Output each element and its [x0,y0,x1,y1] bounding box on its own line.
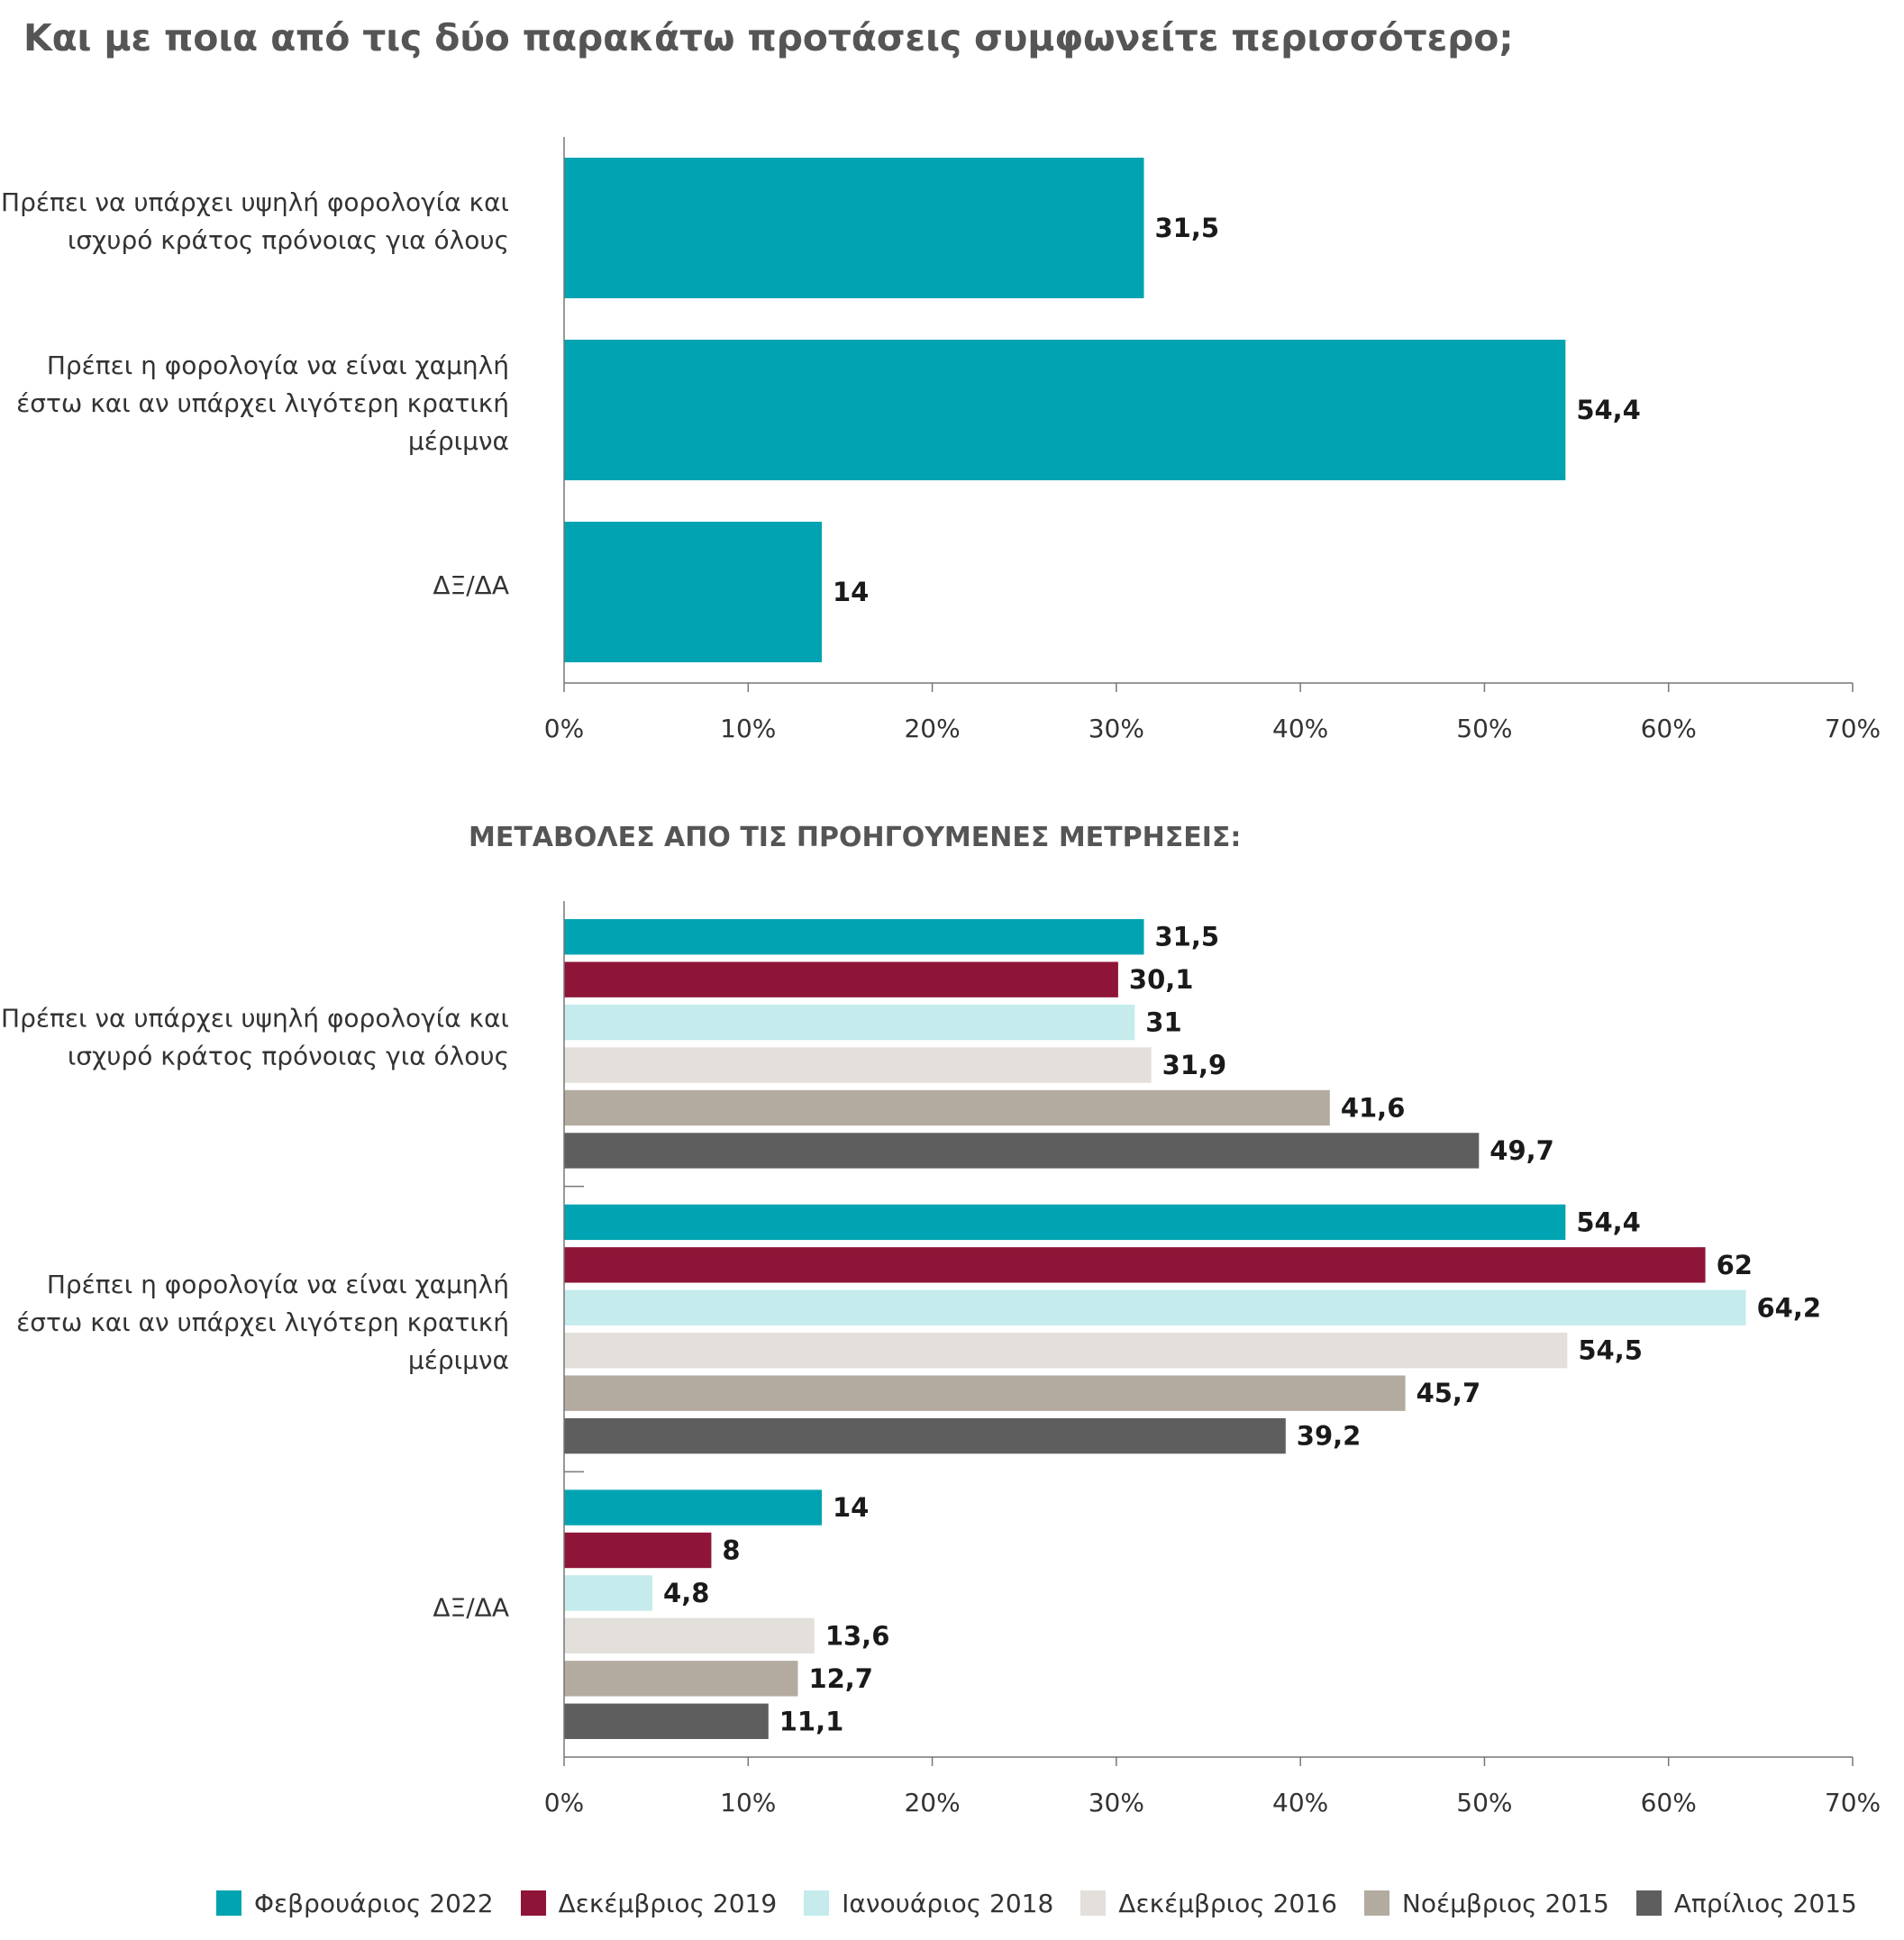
x-tick-label: 30% [1089,714,1144,743]
category-label: Πρέπει η φορολογία να είναι χαμηλή [47,1270,509,1299]
bar [564,1004,1135,1041]
legend-label: Ιανουάριος 2018 [842,1888,1054,1918]
legend-label: Δεκέμβριος 2019 [558,1888,778,1918]
data-label: 31,5 [1155,213,1220,243]
category-label: έστω και αν υπάρχει λιγότερη κρατική [16,388,509,418]
data-label: 11,1 [779,1706,844,1736]
bar [564,1703,769,1739]
data-label: 39,2 [1297,1421,1362,1452]
category-label: έστω και αν υπάρχει λιγότερη κρατική [16,1307,509,1337]
category-label: μέριμνα [408,426,509,456]
bar [564,961,1118,997]
bar [564,1489,822,1526]
data-label: 12,7 [808,1663,873,1694]
category-label: ισχυρό κράτος πρόνοιας για όλους [68,1041,509,1070]
legend-item: Νοέμβριος 2015 [1363,1888,1609,1918]
category-label: μέριμνα [408,1345,509,1375]
bar [564,1575,653,1611]
bar [564,1089,1330,1126]
category-label: Πρέπει η φορολογία να είναι χαμηλή [47,351,509,380]
data-label: 54,4 [1576,395,1641,425]
data-label: 14 [833,1492,869,1523]
bar [564,1333,1568,1369]
legend-swatch [1635,1890,1662,1916]
bar [564,919,1144,955]
legend-item: Ιανουάριος 2018 [804,1889,1053,1918]
data-label: 45,7 [1417,1378,1481,1408]
x-tick-label: 40% [1272,1788,1328,1817]
category-label: ΔΞ/ΔΑ [433,1593,509,1623]
legend-item: Απρίλιος 2015 [1635,1888,1857,1918]
legend-label: Φεβρουάριος 2022 [254,1888,494,1918]
data-label: 13,6 [825,1620,890,1651]
x-tick-label: 50% [1456,1788,1512,1817]
category-label: Πρέπει να υπάρχει υψηλή φορολογία και [1,187,509,217]
x-tick-label: 0% [544,714,584,743]
bar [564,1617,815,1654]
data-label: 14 [833,577,869,607]
bar [564,1375,1406,1411]
legend-swatch [1363,1890,1389,1916]
page-title: Και με ποια από τις δύο παρακάτω προτάσε… [23,16,1514,59]
bar [564,1204,1566,1241]
data-label: 49,7 [1489,1135,1554,1166]
x-tick-label: 20% [904,714,960,743]
legend-swatch [804,1890,830,1916]
bar [564,1133,1480,1169]
x-tick-label: 20% [904,1788,960,1817]
legend-item: Δεκέμβριος 2016 [1080,1889,1337,1918]
bar [564,1047,1152,1083]
legend-swatch [1080,1890,1107,1916]
x-tick-label: 60% [1641,1788,1697,1817]
x-tick-label: 70% [1825,714,1881,743]
bar [564,340,1566,480]
legend-swatch [216,1890,241,1916]
category-label: ΔΞ/ΔΑ [433,570,509,600]
data-label: 41,6 [1341,1093,1406,1124]
section-subtitle: ΜΕΤΑΒΟΛΕΣ ΑΠΟ ΤΙΣ ΠΡΟΗΓΟΥΜΕΝΕΣ ΜΕΤΡΗΣΕΙΣ… [469,822,1242,853]
data-label: 8 [722,1535,740,1566]
data-label: 62 [1717,1250,1753,1280]
legend-label: Δεκέμβριος 2016 [1118,1888,1337,1918]
bar [564,1532,712,1569]
x-tick-label: 0% [544,1788,584,1817]
bar [564,1417,1286,1454]
data-label: 31,9 [1162,1050,1227,1080]
data-label: 54,4 [1576,1207,1641,1237]
x-tick-label: 10% [720,1788,776,1817]
bar [564,1247,1706,1283]
data-label: 31 [1145,1007,1181,1038]
x-tick-label: 50% [1456,714,1512,743]
data-label: 4,8 [663,1578,709,1608]
x-tick-label: 70% [1825,1788,1881,1817]
legend-label: Νοέμβριος 2015 [1401,1888,1609,1918]
legend-label: Απρίλιος 2015 [1673,1888,1857,1918]
x-tick-label: 40% [1272,714,1328,743]
legend-item: Δεκέμβριος 2019 [520,1888,778,1918]
data-label: 30,1 [1129,964,1194,995]
legend-swatch [520,1890,546,1916]
x-tick-label: 30% [1089,1788,1144,1817]
legend-item: Φεβρουάριος 2022 [216,1889,494,1918]
bar [564,158,1144,298]
bar [564,522,822,662]
bar [564,1289,1746,1325]
category-label: Πρέπει να υπάρχει υψηλή φορολογία και [1,1003,509,1033]
chart-overall: 31,5 Πρέπει να υπάρχει υψηλή φορολογία κα… [1,137,1881,743]
x-tick-label: 60% [1641,714,1697,743]
legend: Φεβρουάριος 2022 Δεκέμβριος 2019 Ιανουάριο… [216,1885,1857,1921]
bar [564,1661,798,1697]
x-tick-label: 10% [720,714,776,743]
category-label: ισχυρό κράτος πρόνοιας για όλους [68,225,509,255]
data-label: 64,2 [1757,1292,1822,1323]
data-label: 54,5 [1578,1335,1643,1366]
chart-changes: 31,5 30,1 31 31,9 41,6 49,7 Πρέπει να υπάρχει … [1,901,1881,1817]
data-label: 31,5 [1155,922,1220,952]
